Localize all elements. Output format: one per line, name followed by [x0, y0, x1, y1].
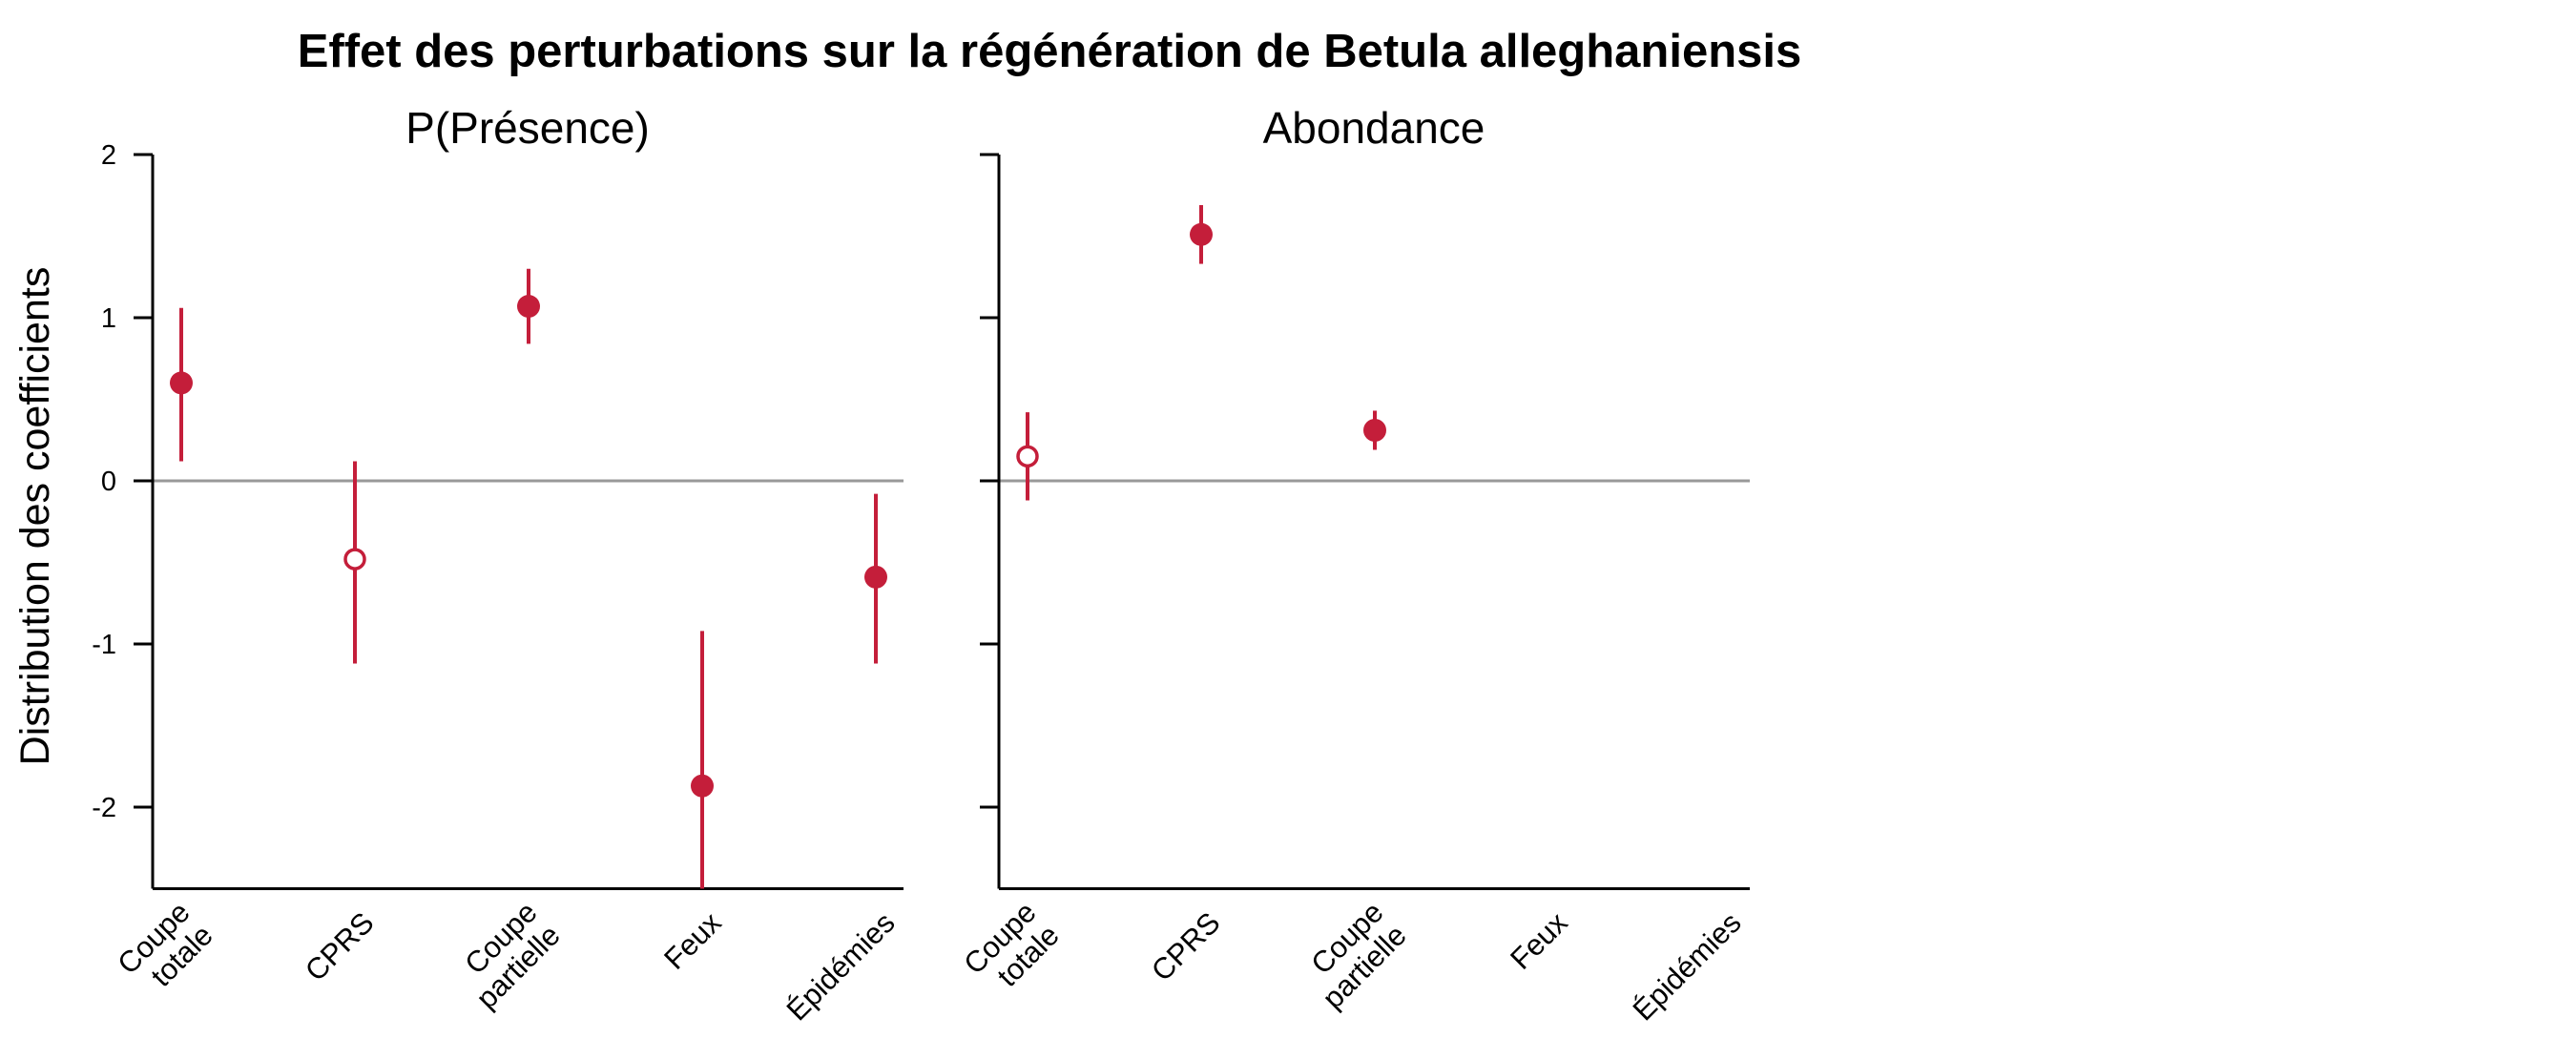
estimate-point	[864, 565, 887, 589]
estimate-point-open	[343, 548, 366, 571]
panel-1: P(Présence) 2 1 0 -1 -2 Coupetotale CPRS Coupepa…	[92, 103, 904, 1027]
x-tick-label-line: CPRS	[299, 905, 381, 987]
x-tick-label-line: Épidémies	[780, 905, 902, 1027]
y-tick-label: 0	[101, 467, 116, 497]
panel-title: P(Présence)	[405, 103, 650, 153]
panels-layer: P(Présence) 2 1 0 -1 -2 Coupetotale CPRS Coupepa…	[92, 103, 1750, 1027]
panel-2: Abondance Coupetotale CPRS Coupepartielle Fe…	[957, 103, 1750, 1027]
x-tick-label: Coupetotale	[957, 895, 1065, 1003]
x-tick-label: Feux	[657, 905, 728, 976]
estimate-point	[691, 774, 714, 798]
estimate-point	[1190, 222, 1213, 246]
y-tick-label: 1	[101, 303, 116, 334]
panel-title: Abondance	[1263, 103, 1485, 153]
estimate-point	[170, 371, 193, 395]
x-tick-label: Coupepartielle	[447, 895, 567, 1015]
y-tick-label: -2	[92, 793, 116, 823]
x-tick-label: Coupetotale	[111, 895, 218, 1003]
chart-title: Effet des perturbations sur la régénérat…	[298, 26, 1802, 77]
estimate-point	[1363, 418, 1386, 442]
x-tick-label: Feux	[1504, 905, 1574, 976]
x-tick-label-line: Feux	[1504, 905, 1574, 976]
x-tick-label-line: Feux	[657, 905, 728, 976]
y-axis-label: Distribution des coefficients	[12, 267, 58, 766]
estimate-point-open	[1016, 445, 1039, 468]
y-tick-label: -1	[92, 630, 116, 660]
estimate-point	[517, 295, 540, 319]
x-tick-label: CPRS	[1145, 905, 1227, 987]
y-tick-label: 2	[101, 140, 116, 171]
x-tick-label: Épidémies	[1627, 905, 1748, 1027]
x-tick-label: Coupepartielle	[1293, 895, 1413, 1015]
x-tick-label-line: CPRS	[1145, 905, 1227, 987]
x-tick-label-line: Épidémies	[1627, 905, 1748, 1027]
x-tick-label: CPRS	[299, 905, 381, 987]
x-tick-label: Épidémies	[780, 905, 902, 1027]
